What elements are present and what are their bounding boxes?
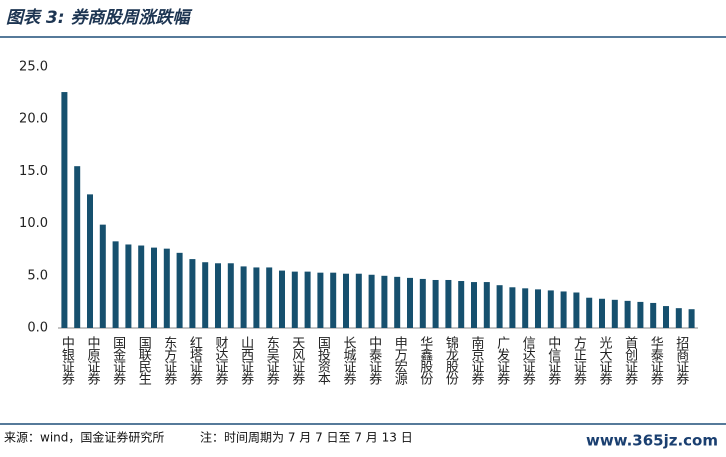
x-tick-label: 招商证券 — [673, 336, 689, 385]
y-tick-label: 5.0 — [27, 268, 48, 283]
bar — [586, 297, 593, 328]
bar — [637, 301, 644, 328]
bar — [471, 282, 477, 328]
bar — [317, 272, 324, 328]
bar — [253, 267, 260, 328]
x-tick-label: 红塔证券 — [187, 335, 203, 385]
bar — [663, 306, 669, 328]
x-tick-label: 国投资本 — [315, 336, 331, 385]
bar — [522, 288, 529, 328]
x-tick-label: 信达证券 — [520, 336, 536, 385]
x-tick-label: 国联民生 — [136, 336, 152, 384]
bar — [355, 273, 362, 328]
bar — [547, 290, 554, 328]
x-tick-label: 国金证券 — [110, 336, 126, 385]
x-tick-label: 华鑫股份 — [417, 336, 433, 385]
bar — [611, 299, 618, 328]
x-tick-label: 东吴证券 — [264, 336, 280, 385]
x-tick-label: 长城证券 — [341, 336, 357, 385]
bar — [560, 291, 567, 328]
bar — [483, 282, 490, 328]
bar — [138, 245, 145, 328]
bar — [279, 270, 285, 328]
bar — [240, 266, 247, 328]
y-tick-label: 10.0 — [19, 216, 48, 231]
bar — [304, 271, 311, 328]
x-tick-label: 财达证券 — [213, 336, 229, 385]
x-tick-label: 东方证券 — [161, 336, 177, 385]
bar — [291, 271, 298, 328]
bar — [394, 276, 401, 328]
bar — [112, 241, 119, 328]
y-tick-label: 0.0 — [27, 321, 48, 336]
x-tick-label: 天风证券 — [289, 336, 305, 385]
x-tick-label: 方正证券 — [571, 335, 587, 385]
x-tick-label: 中银证券 — [59, 336, 75, 385]
bar — [125, 244, 132, 328]
source: 来源：wind，国金证券研究所 — [4, 430, 164, 445]
chart-title: 图表 3: 券商股周涨跌幅 — [6, 8, 192, 28]
bar — [445, 279, 452, 328]
bar — [381, 275, 388, 328]
x-tick-label: 申万宏源 — [392, 336, 408, 385]
bar — [163, 248, 170, 328]
bar — [330, 272, 337, 328]
x-tick-label: 光大证券 — [597, 336, 613, 385]
bar — [343, 273, 349, 328]
bar — [368, 274, 375, 328]
x-tick-label: 华泰证券 — [648, 336, 664, 385]
bar — [202, 262, 209, 328]
bar — [266, 267, 273, 328]
bar — [675, 308, 682, 328]
x-tick-label: 南京证券 — [469, 335, 485, 385]
y-tick-label: 15.0 — [19, 164, 48, 179]
x-tick-label: 锦龙股份 — [443, 336, 459, 385]
x-tick-label: 首创证券 — [622, 336, 638, 385]
bar — [509, 287, 516, 328]
x-tick-label: 中原证券 — [85, 336, 101, 385]
bar — [189, 259, 196, 328]
bar — [407, 277, 413, 328]
note: 注：时间周期为 7 月 7 日至 7 月 13 日 — [200, 430, 413, 445]
bar — [87, 194, 93, 328]
bar — [599, 298, 605, 328]
x-tick-label: 中信证券 — [545, 336, 561, 385]
bar — [688, 309, 695, 328]
bar — [74, 166, 81, 328]
bar — [458, 281, 465, 328]
x-tick-label: 山西证券 — [238, 336, 254, 385]
bar — [432, 279, 439, 328]
y-tick-label: 20.0 — [19, 112, 48, 127]
bar — [215, 263, 221, 328]
bar — [624, 300, 631, 328]
bar — [61, 92, 68, 328]
bar — [151, 247, 157, 328]
bar — [535, 289, 541, 328]
bar — [419, 278, 426, 328]
bar — [227, 263, 234, 328]
bar — [99, 224, 106, 328]
x-tick-label: 广发证券 — [494, 336, 510, 385]
bar — [573, 292, 580, 328]
bar — [496, 285, 503, 328]
y-tick-label: 25.0 — [19, 60, 48, 75]
watermark: www.365jz.com — [586, 432, 718, 450]
x-tick-label: 中泰证券 — [366, 336, 382, 385]
bar — [176, 252, 183, 328]
bar — [650, 302, 657, 328]
